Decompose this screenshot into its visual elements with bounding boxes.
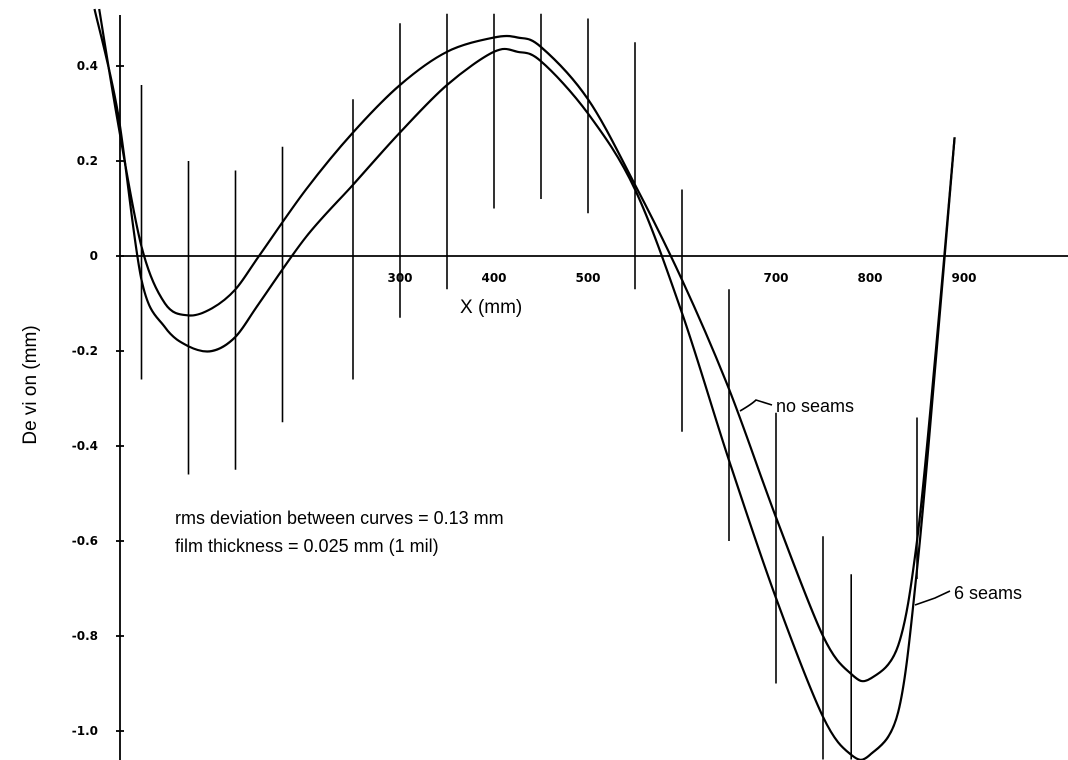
label-6-seams: 6 seams [954, 583, 1022, 603]
annotation-film-thickness: film thickness = 0.025 mm (1 mil) [175, 536, 439, 556]
y-axis-title: De vi on (mm) [20, 325, 41, 444]
x-tick-label: 300 [387, 271, 412, 285]
label-no-seams: no seams [776, 396, 854, 416]
leader-no-seams [739, 399, 773, 412]
y-tick-label: 0.2 [77, 154, 98, 168]
series-line-six-seams [93, 8, 956, 760]
y-tick-label: -0.2 [72, 344, 98, 358]
series-layer [93, 8, 956, 760]
x-tick-labels: 300 400 500 700 800 900 [387, 271, 976, 285]
x-tick-label: 500 [575, 271, 600, 285]
y-tick-label: -0.4 [72, 439, 98, 453]
series-line-no-seams [98, 8, 956, 683]
y-tick-labels: 0.4 0.2 0 -0.2 -0.4 -0.6 -0.8 -1.0 [72, 59, 98, 738]
y-tick-label: -0.6 [72, 534, 98, 548]
y-tick-label: 0 [90, 249, 98, 263]
x-tick-label: 400 [481, 271, 506, 285]
x-tick-label: 700 [763, 271, 788, 285]
y-tick-marks [116, 65, 124, 732]
leader-6-seams [914, 590, 951, 606]
annotation-rms: rms deviation between curves = 0.13 mm [175, 508, 504, 528]
x-tick-label: 900 [951, 271, 976, 285]
y-tick-label: -0.8 [72, 629, 98, 643]
x-tick-label: 800 [857, 271, 882, 285]
y-tick-label: 0.4 [77, 59, 98, 73]
error-bars [140, 13, 918, 760]
y-tick-label: -1.0 [72, 724, 98, 738]
x-axis-title: X (mm) [460, 297, 522, 318]
axes [116, 15, 1068, 760]
